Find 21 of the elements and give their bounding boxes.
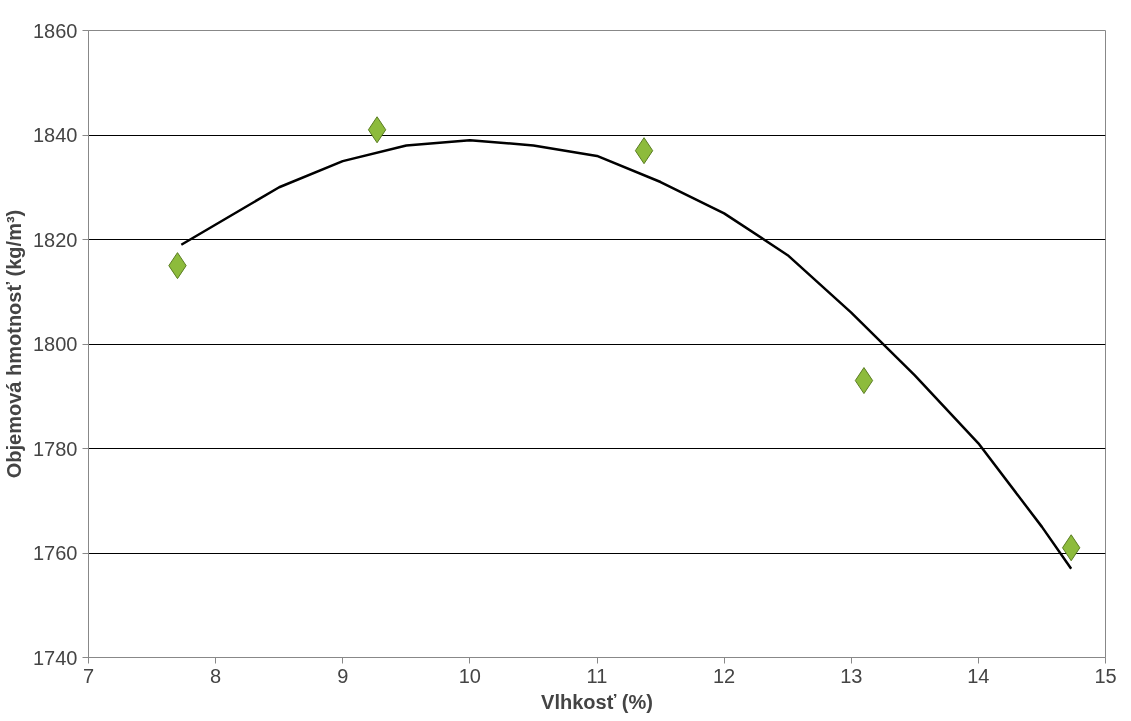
x-tick-label: 15 xyxy=(1094,664,1117,687)
x-axis-title: Vlhkosť (%) xyxy=(541,690,653,713)
y-tick-label: 1780 xyxy=(33,437,78,460)
x-tick-label: 13 xyxy=(840,664,863,687)
y-tick-label: 1820 xyxy=(33,228,78,251)
x-tick-label: 10 xyxy=(458,664,481,687)
point xyxy=(854,367,874,395)
x-tick-label: 12 xyxy=(713,664,736,687)
x-tick-label: 7 xyxy=(82,664,95,687)
x-tick-label: 9 xyxy=(337,664,349,687)
x-tick-label: 14 xyxy=(967,664,990,687)
x-tick-label: 8 xyxy=(210,664,222,687)
y-tick-label: 1840 xyxy=(33,124,78,146)
x-tick-label: 11 xyxy=(586,664,608,687)
y-axis-title: Objemová hmotnosť (kg/m³) xyxy=(3,209,26,479)
point xyxy=(367,116,387,144)
y-tick-label: 1740 xyxy=(33,646,78,669)
y-tick-label: 1860 xyxy=(33,19,78,42)
y-tick-label: 1800 xyxy=(33,333,78,355)
point xyxy=(634,137,654,165)
y-tick-label: 1760 xyxy=(33,542,78,564)
